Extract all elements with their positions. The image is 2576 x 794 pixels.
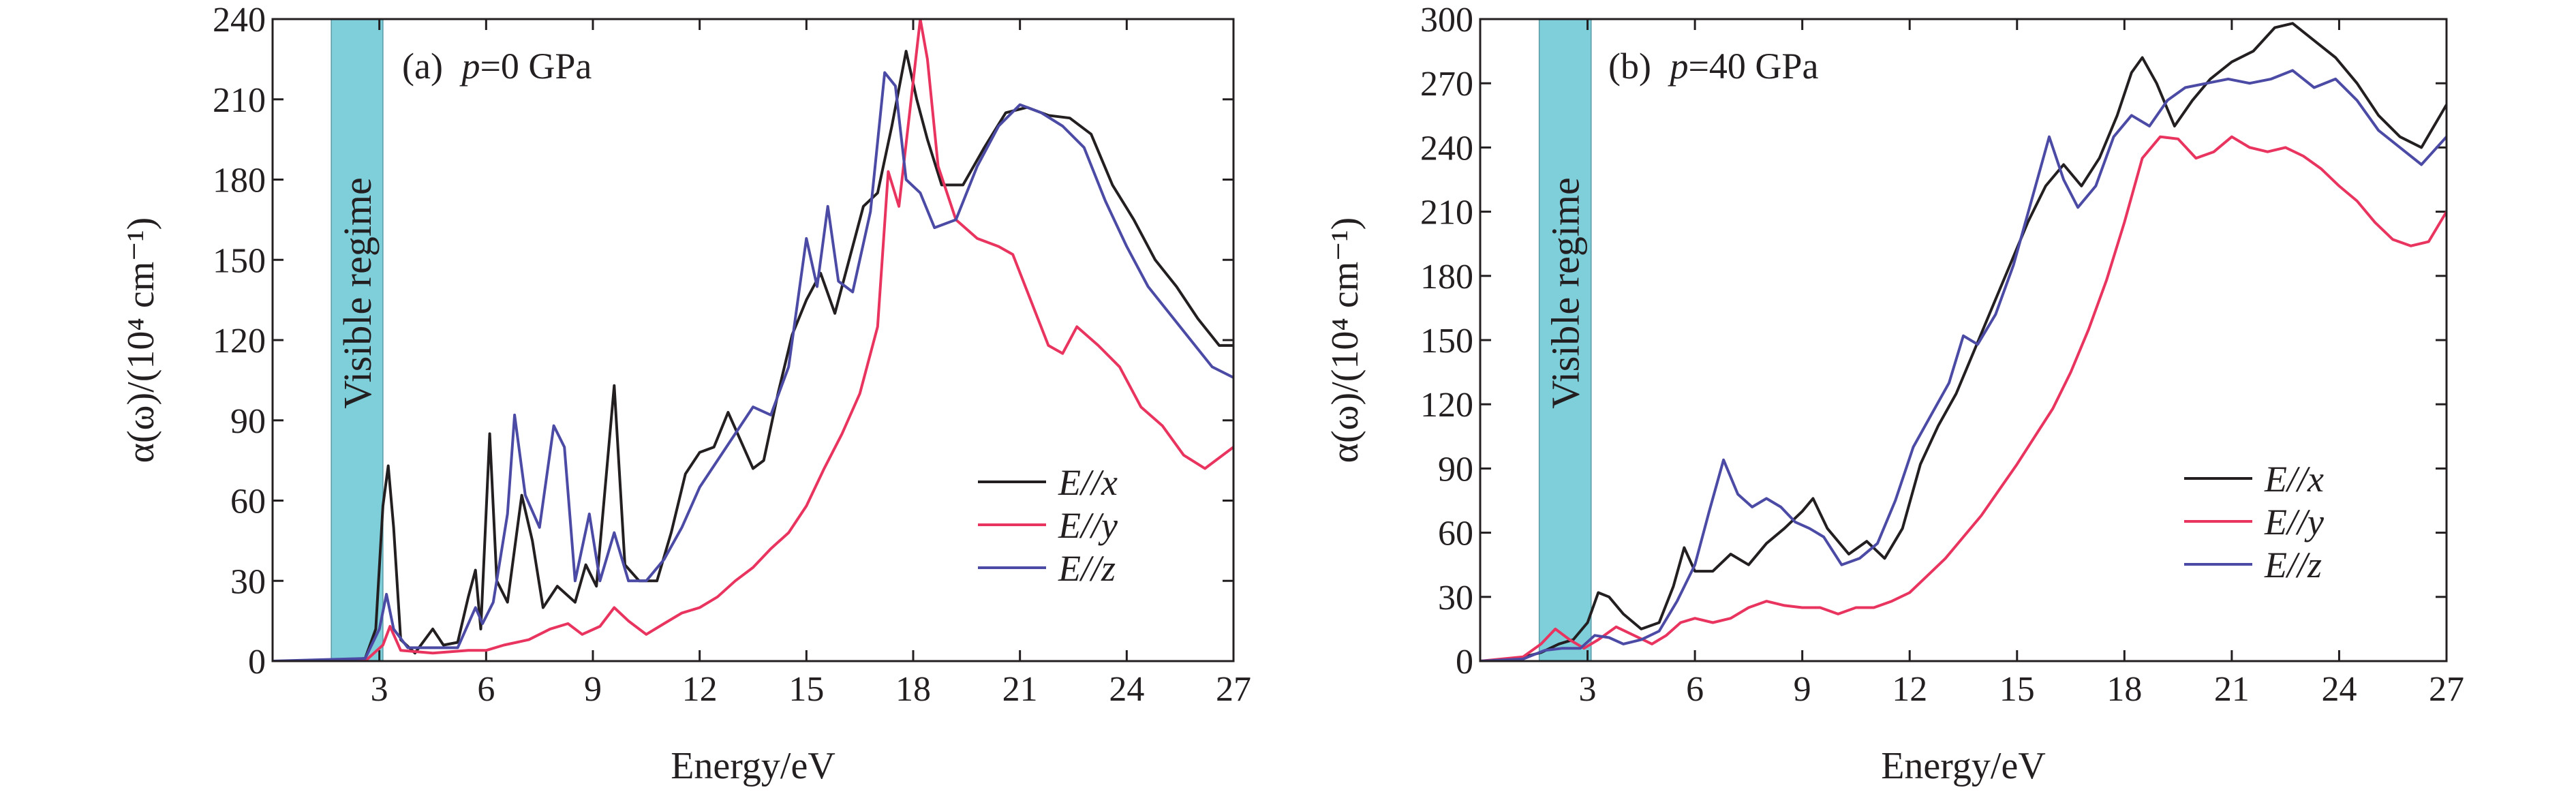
legend: E//x E//y E//z	[978, 462, 1118, 589]
y-tick-label: 0	[248, 643, 266, 682]
visible-regime-band	[331, 18, 384, 662]
panel-title: (a) p=0 GPa	[402, 46, 592, 87]
x-tick-label: 18	[2106, 670, 2142, 709]
x-tick-label: 21	[1002, 670, 1038, 709]
y-tick-label: 150	[213, 241, 266, 280]
x-tick-label: 12	[1892, 670, 1927, 709]
y-tick-label: 180	[213, 162, 266, 200]
y-tick-label: 90	[230, 402, 266, 441]
series-line-z	[273, 71, 1233, 661]
x-tick-label: 9	[1794, 670, 1811, 709]
legend-label-ez: E//z	[1058, 548, 1116, 589]
y-axis-label: α(ω)/(10⁴ cm⁻¹)	[1324, 217, 1366, 463]
series-line-z	[1480, 69, 2447, 661]
legend-item-ex: E//x	[2184, 459, 2324, 500]
y-tick-label: 120	[213, 322, 266, 361]
y-tick-label: 0	[1456, 643, 1473, 682]
y-tick-label: 120	[1420, 386, 1473, 425]
x-tick-label: 9	[584, 670, 602, 709]
panel-pressure-value: =40 GPa	[1688, 46, 1818, 87]
x-tick-label: 27	[1216, 670, 1251, 709]
series-line-y	[273, 19, 1233, 661]
panel-pressure-var: p	[459, 46, 480, 87]
x-tick-label: 15	[788, 670, 824, 709]
visible-regime-label: Visible regime	[335, 177, 380, 409]
x-tick-labels: 3 6 9 12 15 18 21 24 27	[1579, 670, 2464, 709]
legend-label-ex: E//x	[2264, 459, 2324, 500]
panel-pressure-var: p	[1667, 46, 1688, 87]
series-lines	[273, 19, 1233, 661]
x-tick-label: 3	[1579, 670, 1597, 709]
plot-frame	[271, 18, 1235, 662]
y-tick-label: 240	[213, 1, 266, 40]
y-tick-label: 180	[1420, 258, 1473, 296]
panel-label: (b)	[1608, 46, 1651, 87]
x-tick-label: 21	[2214, 670, 2250, 709]
series-lines	[1480, 22, 2447, 661]
x-axis-label: Energy/eV	[1881, 745, 2046, 787]
plot-frame	[1479, 18, 2448, 662]
x-tick-label: 24	[1109, 670, 1144, 709]
x-tick-label: 6	[477, 670, 495, 709]
legend-label-ez: E//z	[2264, 545, 2322, 585]
panel-title: (b) p=40 GPa	[1608, 46, 1818, 87]
x-tick-label: 15	[1999, 670, 2035, 709]
y-tick-label: 240	[1420, 129, 1473, 168]
legend: E//x E//y E//z	[2184, 459, 2324, 585]
legend-item-ex: E//x	[978, 462, 1118, 503]
x-tick-label: 6	[1686, 670, 1704, 709]
y-tick-label: 300	[1420, 1, 1473, 40]
chart-panel-a: Visible regime 3 6 9 12 15 18 21 24 27 0 30 60 90 12…	[120, 1, 1251, 787]
y-tick-label: 60	[1438, 515, 1473, 553]
x-tick-label: 24	[2321, 670, 2357, 709]
legend-label-ey: E//y	[1058, 505, 1118, 546]
y-tick-label: 150	[1420, 322, 1473, 361]
panel-pressure-value: =0 GPa	[480, 46, 592, 87]
x-axis-label: Energy/eV	[671, 745, 835, 787]
panel-label: (a)	[402, 46, 443, 87]
y-tick-label: 30	[1438, 579, 1473, 617]
legend-item-ez: E//z	[978, 548, 1116, 589]
visible-regime-band	[1538, 18, 1592, 662]
legend-label-ey: E//y	[2264, 502, 2324, 543]
y-tick-labels: 0 30 60 90 120 150 180 210 240	[213, 1, 266, 682]
series-line-x	[1480, 22, 2447, 661]
chart-panel-b: Visible regime 3 6 9 12 15 18 21 24 27 0 30 60 90 12…	[1324, 1, 2464, 787]
y-tick-label: 210	[1420, 194, 1473, 232]
x-tick-label: 18	[895, 670, 931, 709]
y-tick-label: 270	[1420, 65, 1473, 104]
series-line-y	[1480, 135, 2447, 661]
x-tick-labels: 3 6 9 12 15 18 21 24 27	[371, 670, 1251, 709]
y-tick-label: 90	[1438, 450, 1473, 489]
legend-item-ey: E//y	[978, 505, 1118, 546]
y-tick-label: 210	[213, 81, 266, 120]
legend-item-ey: E//y	[2184, 502, 2324, 543]
y-tick-labels: 0 30 60 90 120 150 180 210 240 270 300	[1420, 1, 1473, 682]
y-tick-label: 30	[230, 562, 266, 601]
y-axis-label: α(ω)/(10⁴ cm⁻¹)	[120, 217, 162, 463]
x-tick-label: 3	[371, 670, 388, 709]
legend-item-ez: E//z	[2184, 545, 2322, 585]
y-tick-label: 60	[230, 483, 266, 521]
legend-label-ex: E//x	[1058, 462, 1118, 503]
x-tick-label: 27	[2429, 670, 2464, 709]
x-tick-label: 12	[682, 670, 718, 709]
visible-regime-label: Visible regime	[1544, 177, 1588, 409]
